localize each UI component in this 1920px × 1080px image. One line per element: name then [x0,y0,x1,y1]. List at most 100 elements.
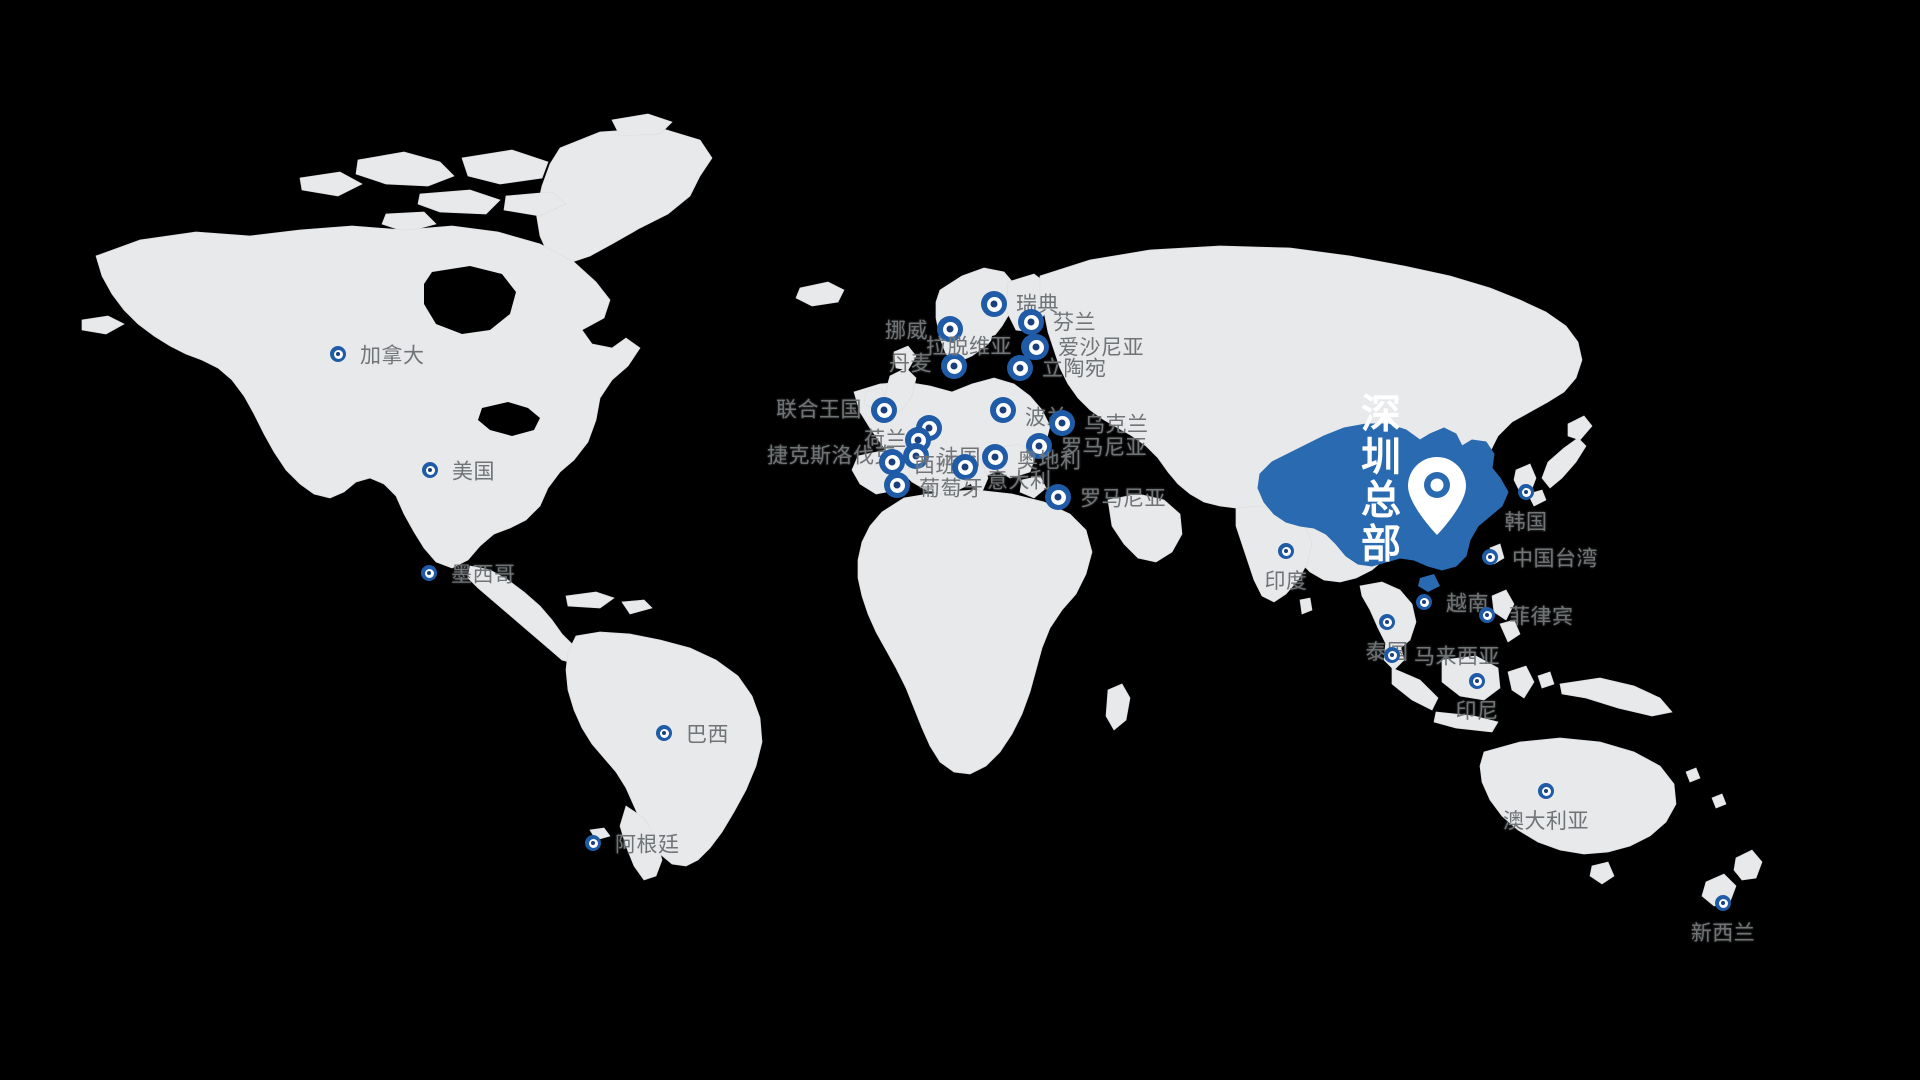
marker-core-dot [1721,901,1725,905]
location-label: 意大利 [987,469,1052,493]
marker-core-dot [999,406,1007,414]
marker-core-dot [1485,613,1489,617]
marker-core-dot [428,468,432,472]
location-marker[interactable] [941,353,967,379]
location-marker[interactable] [585,835,601,851]
marker-core-dot [990,300,998,308]
location-marker[interactable] [1479,607,1495,623]
location-marker[interactable] [1023,334,1049,360]
africa [857,489,1093,775]
location-marker[interactable] [1049,410,1075,436]
location-label: 罗马尼亚 [1061,436,1147,460]
location-marker[interactable] [990,397,1016,423]
arctic-island-1 [355,151,455,187]
australia [1479,737,1677,855]
location-marker[interactable] [421,565,437,581]
marker-core-dot [1544,789,1548,793]
location-marker[interactable] [330,346,346,362]
location-marker[interactable] [982,444,1008,470]
location-label: 菲律宾 [1509,605,1574,629]
marker-core-dot [925,424,933,432]
location-label: 荷兰 [864,428,907,452]
marker-core-dot [662,731,666,735]
location-marker[interactable] [884,472,910,498]
marker-core-dot [336,352,340,356]
tasmania [1589,861,1615,885]
location-marker[interactable] [1018,309,1044,335]
arctic-island-5 [299,171,363,197]
marker-core-dot [1390,653,1394,657]
marker-core-dot [893,481,901,489]
madagascar [1105,683,1131,731]
location-label: 葡萄牙 [919,477,984,501]
location-marker[interactable] [871,397,897,423]
location-label: 捷克斯洛伐克 [767,444,896,468]
south-america [565,631,763,867]
hainan-highlight [1418,574,1440,592]
location-marker[interactable] [1278,543,1294,559]
greece [1019,475,1047,499]
location-marker[interactable] [1538,783,1554,799]
marker-core-dot [914,436,922,444]
map-pin-icon[interactable] [1408,457,1466,540]
location-marker[interactable] [937,316,963,342]
arctic-island-4 [503,191,567,217]
location-marker[interactable] [1007,355,1033,381]
location-label: 阿根廷 [615,833,680,857]
location-marker[interactable] [1026,433,1052,459]
philippines-2 [1499,619,1521,643]
location-label: 马来西亚 [1414,645,1500,669]
location-label: 美国 [452,460,495,484]
iceland [795,281,845,307]
location-marker[interactable] [1469,673,1485,689]
greenland-north [611,113,673,137]
location-label: 立陶宛 [1042,357,1107,381]
location-label: 印尼 [1455,700,1499,723]
headquarters-label: 深圳 总部 [1361,392,1403,567]
location-marker[interactable] [903,443,929,469]
location-marker[interactable] [1518,484,1534,500]
location-label: 爱沙尼亚 [1058,336,1144,360]
location-marker[interactable] [1384,647,1400,663]
marker-core-dot [1054,493,1062,501]
great-lakes [478,402,540,436]
location-label: 拉脱维亚 [926,335,1012,359]
location-label: 奥地利 [1017,449,1082,473]
britain-north [893,345,917,371]
location-marker[interactable] [1416,594,1432,610]
new-guinea [1559,677,1673,717]
marker-core-dot [1058,419,1066,427]
marker-core-dot [1524,490,1528,494]
marker-core-dot [1016,364,1024,372]
location-marker[interactable] [952,454,978,480]
location-label: 澳大利亚 [1503,810,1589,833]
philippines-1 [1491,589,1515,621]
marker-core-dot [946,325,954,333]
marker-core-dot [1035,442,1043,450]
location-label: 巴西 [686,723,729,747]
location-marker[interactable] [656,725,672,741]
location-marker[interactable] [1045,484,1071,510]
marker-core-dot [1422,600,1426,604]
arabia [1107,493,1183,563]
location-marker[interactable] [1482,549,1498,565]
marker-core-dot [950,362,958,370]
location-marker[interactable] [1715,895,1731,911]
sri-lanka [1299,597,1313,615]
location-label: 罗马尼亚 [1080,487,1166,511]
location-marker[interactable] [879,449,905,475]
marker-core-dot [991,453,999,461]
location-label: 韩国 [1504,511,1548,534]
sumatra [1391,667,1439,711]
marker-core-dot [1385,620,1389,624]
arctic-island-2 [461,149,549,185]
arctic-island-6 [381,211,437,233]
location-marker[interactable] [422,462,438,478]
marker-core-dot [888,458,896,466]
location-marker[interactable] [981,291,1007,317]
location-marker[interactable] [1379,614,1395,630]
japan-north [1567,415,1593,441]
location-label: 中国台湾 [1512,547,1598,571]
